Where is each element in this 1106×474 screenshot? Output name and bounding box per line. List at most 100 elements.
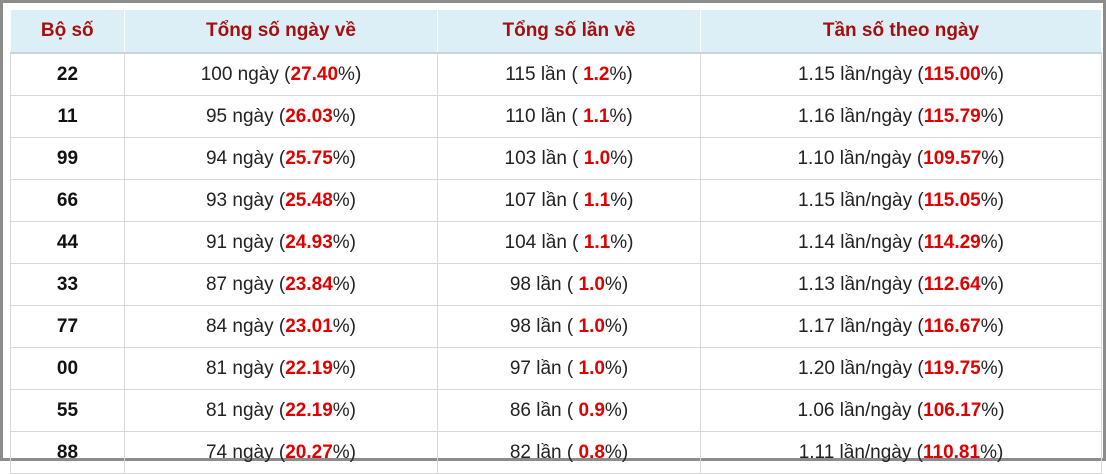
cell-text: %): [338, 63, 362, 85]
stat-cell: 1.14 lần/ngày (114.29%): [700, 221, 1102, 264]
cell-text: %): [332, 357, 356, 379]
cell-text: %): [980, 441, 1004, 463]
stat-cell: 91 ngày (24.93%): [124, 221, 438, 264]
cell-text: 00: [56, 357, 79, 379]
cell-text: %): [332, 189, 356, 211]
cell-text: 33: [56, 273, 79, 295]
highlight-value: 1.1: [583, 231, 611, 253]
cell-text: 1.13 lần/ngày (: [797, 273, 924, 295]
cell-text: 1.06 lần/ngày (: [797, 399, 924, 421]
cell-text: 115 lần (: [505, 63, 584, 85]
stat-cell: 84 ngày (23.01%): [124, 305, 438, 348]
highlight-value: 112.64: [923, 273, 981, 295]
stat-cell: 107 lần ( 1.1%): [437, 179, 701, 222]
table-row: 99 94 ngày (25.75%) 103 lần ( 1.0%) 1.10 lầ…: [10, 137, 1102, 180]
cell-text: %): [610, 231, 634, 253]
table-row: 88 74 ngày (20.27%) 82 lần ( 0.8%) 1.11 lần…: [10, 431, 1102, 474]
highlight-value: 1.2: [583, 63, 610, 85]
number-cell: 11: [10, 95, 125, 138]
cell-text: %): [604, 315, 629, 337]
stat-cell: 1.16 lần/ngày (115.79%): [700, 95, 1102, 138]
cell-text: %): [332, 399, 356, 421]
stat-cell: 110 lần ( 1.1%): [437, 95, 701, 138]
header-row: Bộ số Tổng số ngày về Tổng số lần về Tần số…: [10, 10, 1102, 54]
stat-cell: 1.10 lần/ngày (109.57%): [700, 137, 1102, 180]
table-row: 33 87 ngày (23.84%) 98 lần ( 1.0%) 1.13 lần…: [10, 263, 1102, 306]
cell-text: %): [980, 315, 1004, 337]
stats-table: Bộ số Tổng số ngày về Tổng số lần về Tần số…: [10, 10, 1102, 474]
cell-text: 100 ngày (: [200, 63, 291, 85]
highlight-value: 23.01: [285, 315, 333, 337]
highlight-value: 25.75: [285, 147, 333, 169]
highlight-value: 119.75: [923, 357, 981, 379]
highlight-value: 1.0: [583, 147, 611, 169]
cell-text: %): [980, 231, 1004, 253]
highlight-value: 23.84: [285, 273, 333, 295]
stat-cell: 1.15 lần/ngày (115.05%): [700, 179, 1102, 222]
cell-text: 97 lần (: [509, 357, 579, 379]
highlight-value: 109.57: [923, 147, 982, 169]
cell-text: 95 ngày (: [205, 105, 286, 127]
number-cell: 88: [10, 431, 125, 474]
stat-cell: 1.20 lần/ngày (119.75%): [700, 347, 1102, 390]
highlight-value: 106.17: [923, 399, 982, 421]
highlight-value: 110.81: [922, 441, 981, 463]
highlight-value: 1.1: [583, 105, 610, 127]
highlight-value: 22.19: [285, 357, 333, 379]
cell-text: 81 ngày (: [205, 399, 286, 421]
number-cell: 44: [10, 221, 125, 264]
highlight-value: 26.03: [285, 105, 333, 127]
highlight-value: 24.93: [285, 231, 333, 253]
table-row: 00 81 ngày (22.19%) 97 lần ( 1.0%) 1.20 lần…: [10, 347, 1102, 390]
highlight-value: 114.29: [923, 231, 981, 253]
number-cell: 55: [10, 389, 125, 432]
cell-text: %): [980, 189, 1004, 211]
cell-text: %): [980, 63, 1004, 85]
stat-cell: 1.13 lần/ngày (112.64%): [700, 263, 1102, 306]
stat-cell: 87 ngày (23.84%): [124, 263, 438, 306]
cell-text: 87 ngày (: [205, 273, 286, 295]
stat-cell: 74 ngày (20.27%): [124, 431, 438, 474]
cell-text: 77: [56, 315, 79, 337]
stat-cell: 82 lần ( 0.8%): [437, 431, 701, 474]
header-cell: Tổng số ngày về: [124, 10, 438, 54]
stat-cell: 115 lần ( 1.2%): [437, 52, 701, 96]
highlight-value: 22.19: [285, 399, 333, 421]
cell-text: %): [980, 357, 1004, 379]
highlight-value: 27.40: [290, 63, 339, 85]
table-row: 44 91 ngày (24.93%) 104 lần ( 1.1%) 1.14 lầ…: [10, 221, 1102, 264]
cell-text: 81 ngày (: [205, 357, 286, 379]
stat-cell: 1.15 lần/ngày (115.00%): [700, 52, 1102, 96]
cell-text: 1.15 lần/ngày (: [797, 189, 924, 211]
highlight-value: 1.0: [578, 357, 605, 379]
cell-text: %): [332, 441, 356, 463]
highlight-value: 0.9: [578, 399, 605, 421]
cell-text: 1.15 lần/ngày (: [797, 63, 924, 85]
stat-cell: 97 lần ( 1.0%): [437, 347, 701, 390]
table-row: 22 100 ngày (27.40%) 115 lần ( 1.2%) 1.15 l…: [10, 52, 1102, 96]
cell-text: %): [332, 231, 356, 253]
cell-text: 74 ngày (: [205, 441, 286, 463]
stat-cell: 93 ngày (25.48%): [124, 179, 438, 222]
highlight-value: 1.1: [583, 189, 611, 211]
cell-text: 98 lần (: [509, 273, 579, 295]
table-row: 66 93 ngày (25.48%) 107 lần ( 1.1%) 1.15 lầ…: [10, 179, 1102, 222]
cell-text: 86 lần (: [509, 399, 579, 421]
cell-text: 91 ngày (: [205, 231, 286, 253]
highlight-value: 20.27: [285, 441, 333, 463]
header-cell: Tổng số lần về: [437, 10, 701, 54]
stat-cell: 100 ngày (27.40%): [124, 52, 438, 96]
stat-cell: 86 lần ( 0.9%): [437, 389, 701, 432]
cell-text: %): [604, 399, 629, 421]
stat-cell: 94 ngày (25.75%): [124, 137, 438, 180]
cell-text: %): [604, 357, 629, 379]
cell-text: 1.14 lần/ngày (: [797, 231, 924, 253]
cell-text: 88: [56, 441, 79, 463]
cell-text: 44: [56, 231, 79, 253]
cell-text: 1.16 lần/ngày (: [797, 105, 924, 127]
cell-text: %): [604, 273, 629, 295]
cell-text: 11: [57, 105, 78, 127]
cell-text: %): [980, 273, 1004, 295]
table-row: 55 81 ngày (22.19%) 86 lần ( 0.9%) 1.06 lần…: [10, 389, 1102, 432]
